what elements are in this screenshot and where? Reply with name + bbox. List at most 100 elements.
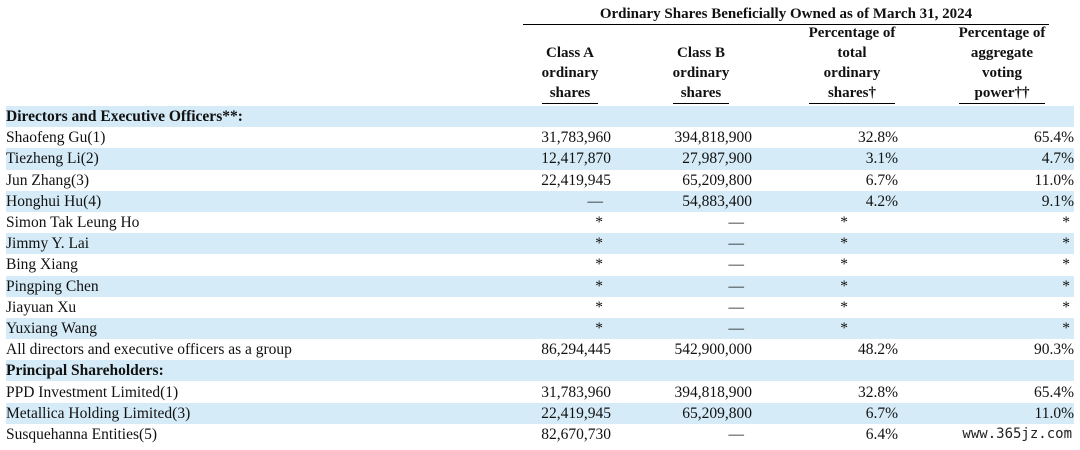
class-a-shares: * xyxy=(595,256,603,274)
class-b-shares: — xyxy=(728,425,745,443)
pct-voting-power: 11.0% xyxy=(1034,171,1074,189)
class-b-shares: 54,883,400 xyxy=(641,190,752,212)
class-a-shares: * xyxy=(517,317,611,340)
holder-name: Honghui Hu(4) xyxy=(6,190,517,212)
class-b-shares: 65,209,800 xyxy=(641,402,752,424)
spacer-cell xyxy=(898,190,914,212)
class-a-shares: * xyxy=(517,275,611,297)
section-label: Principal Shareholders: xyxy=(6,360,1074,382)
spacer-cell xyxy=(898,254,914,275)
class-b-shares: — xyxy=(641,233,752,255)
holder-name: Simon Tak Leung Ho xyxy=(6,214,140,232)
col-header-class-b-label: Class B ordinary shares xyxy=(672,43,730,104)
ownership-table: Directors and Executive Officers**: Shaof… xyxy=(6,106,1074,445)
spacer-cell xyxy=(611,254,641,275)
class-a-shares: 31,783,960 xyxy=(541,383,611,401)
pct-voting-power: * xyxy=(1062,298,1070,316)
pct-voting-power: 4.7% xyxy=(914,148,1074,170)
class-b-shares: 65,209,800 xyxy=(682,171,752,189)
col-header-class-a-label: Class A ordinary shares xyxy=(541,43,599,104)
class-a-shares: 12,417,870 xyxy=(517,148,611,170)
holder-name: Bing Xiang xyxy=(6,256,78,274)
class-b-shares: 394,818,900 xyxy=(674,383,753,401)
col-header-pct-total-label: Percentage of total ordinary shares† xyxy=(808,23,896,104)
spacer-cell xyxy=(898,148,914,170)
pct-voting-power: * xyxy=(914,275,1074,297)
col-header-pct-voting: Percentage of aggregate voting power†† xyxy=(944,23,1060,104)
pct-total-shares: * xyxy=(840,214,848,232)
section-label: Directors and Executive Officers**: xyxy=(6,106,1074,128)
pct-total-shares: 3.1% xyxy=(752,148,898,170)
pct-total-shares: * xyxy=(752,233,898,255)
holder-name: Jun Zhang(3) xyxy=(6,171,90,189)
spacer-cell xyxy=(898,297,914,318)
spacer-cell xyxy=(898,233,914,255)
class-b-shares: 542,900,000 xyxy=(674,341,753,359)
pct-total-shares: 48.2% xyxy=(857,341,898,359)
pct-voting-power: * xyxy=(1062,256,1070,274)
pct-total-shares: 32.8% xyxy=(857,383,898,401)
spacer-cell xyxy=(611,190,641,212)
table-row: Jimmy Y. Lai * — * * xyxy=(6,233,1074,255)
group-title: Ordinary Shares Beneficially Owned as of… xyxy=(523,4,1049,25)
spacer-cell xyxy=(898,212,914,233)
class-a-shares: 31,783,960 xyxy=(541,129,611,147)
spacer-cell xyxy=(898,424,914,445)
holder-name: Shaofeng Gu(1) xyxy=(6,129,106,147)
table-row: Shaofeng Gu(1) 31,783,960 394,818,900 32.8%… xyxy=(6,127,1074,148)
holder-name: Metallica Holding Limited(3) xyxy=(6,402,517,424)
spacer-cell xyxy=(611,424,641,445)
section-row: Principal Shareholders: xyxy=(6,360,1074,382)
pct-voting-power: * xyxy=(1062,214,1070,232)
table-row: Pingping Chen * — * * xyxy=(6,275,1074,297)
spacer-cell xyxy=(611,317,641,340)
class-a-shares: — xyxy=(517,190,611,212)
pct-voting-power: 9.1% xyxy=(914,190,1074,212)
col-header-pct-total: Percentage of total ordinary shares† xyxy=(791,23,913,104)
col-header-class-a: Class A ordinary shares xyxy=(523,26,617,104)
holder-name: All directors and executive officers as … xyxy=(6,341,292,359)
table-row: All directors and executive officers as … xyxy=(6,339,1074,360)
class-b-shares: — xyxy=(728,256,745,274)
watermark: www.365jz.com xyxy=(960,426,1074,442)
spacer-cell xyxy=(898,402,914,424)
class-b-shares: — xyxy=(641,275,752,297)
pct-voting-power: * xyxy=(914,233,1074,255)
class-a-shares: * xyxy=(595,214,603,232)
pct-total-shares: * xyxy=(840,298,848,316)
class-a-shares: * xyxy=(517,233,611,255)
holder-name: Tiezheng Li(2) xyxy=(6,148,517,170)
class-b-shares: 394,818,900 xyxy=(674,129,753,147)
table-row: PPD Investment Limited(1) 31,783,960 394,8… xyxy=(6,381,1074,402)
pct-total-shares: 32.8% xyxy=(857,129,898,147)
holder-name: Jimmy Y. Lai xyxy=(6,233,517,255)
table-row: Jiayuan Xu * — * * xyxy=(6,297,1074,318)
holder-name: Susquehanna Entities(5) xyxy=(6,425,158,443)
spacer-cell xyxy=(611,402,641,424)
spacer-cell xyxy=(611,170,641,191)
pct-total-shares: 6.7% xyxy=(752,402,898,424)
spacer-cell xyxy=(611,381,641,402)
class-a-shares: 22,419,945 xyxy=(541,171,611,189)
holder-name: Pingping Chen xyxy=(6,275,517,297)
class-b-shares: — xyxy=(641,317,752,340)
pct-voting-power: 11.0% xyxy=(914,402,1074,424)
spacer-cell xyxy=(611,233,641,255)
table-row: Honghui Hu(4) — 54,883,400 4.2% 9.1% xyxy=(6,190,1074,212)
table-row: Tiezheng Li(2) 12,417,870 27,987,900 3.1% 4.… xyxy=(6,148,1074,170)
spacer-cell xyxy=(611,339,641,360)
pct-total-shares: * xyxy=(840,256,848,274)
pct-total-shares: 6.4% xyxy=(865,425,898,443)
spacer-cell xyxy=(611,297,641,318)
pct-voting-power: * xyxy=(914,317,1074,340)
pct-total-shares: 6.7% xyxy=(865,171,898,189)
col-header-pct-voting-label: Percentage of aggregate voting power†† xyxy=(958,23,1046,104)
holder-name: PPD Investment Limited(1) xyxy=(6,383,179,401)
pct-total-shares: 4.2% xyxy=(752,190,898,212)
col-header-class-b: Class B ordinary shares xyxy=(646,26,756,104)
table-row: Yuxiang Wang * — * * xyxy=(6,317,1074,340)
spacer-cell xyxy=(898,339,914,360)
spacer-cell xyxy=(611,148,641,170)
holder-name: Yuxiang Wang xyxy=(6,317,517,340)
table-row: Metallica Holding Limited(3) 22,419,945 65… xyxy=(6,402,1074,424)
